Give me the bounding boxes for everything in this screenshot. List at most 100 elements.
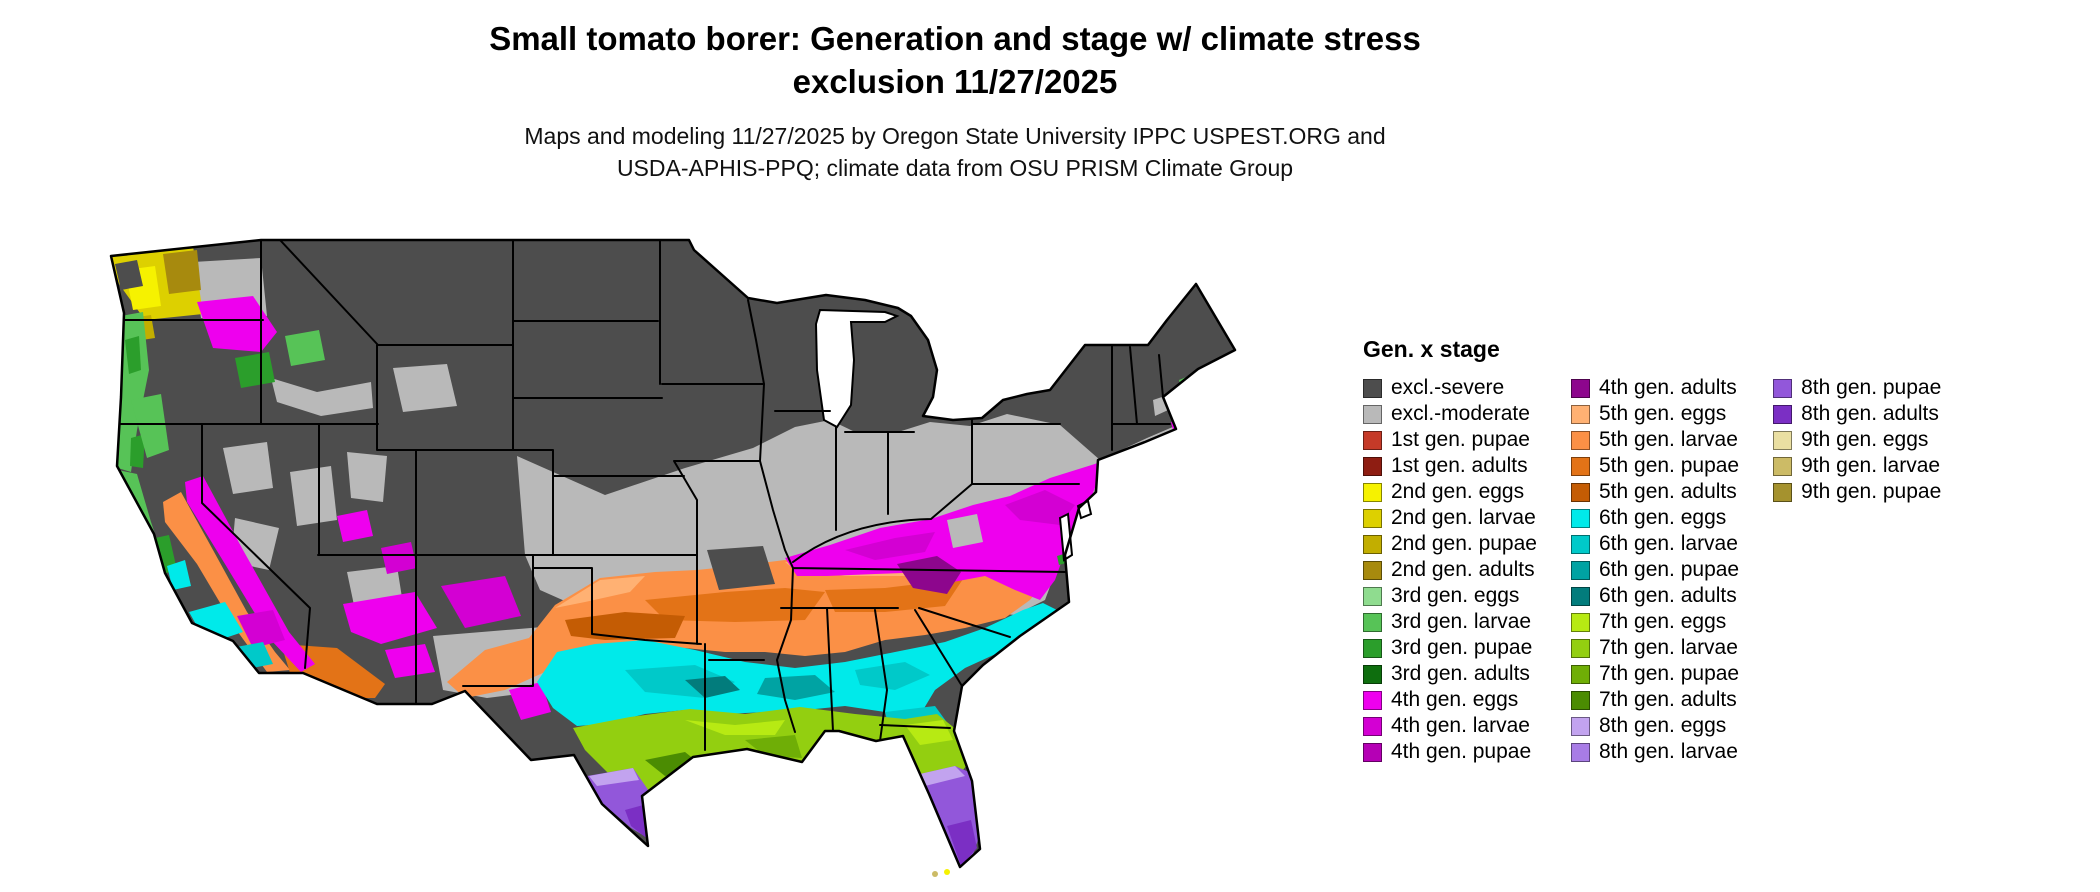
map-region-g8-adults xyxy=(947,820,977,866)
legend-swatch-g8-eggs xyxy=(1570,716,1590,736)
map-region-g7-eggs xyxy=(685,720,785,735)
legend-label-g1-adults: 1st gen. adults xyxy=(1391,454,1528,477)
legend-item-g4-adults: 4th gen. adults xyxy=(1570,375,1739,401)
legend-item-g3-larvae: 3rd gen. larvae xyxy=(1363,609,1537,635)
legend-swatch-g1-pupae xyxy=(1363,430,1382,450)
legend-item-g7-eggs: 7th gen. eggs xyxy=(1570,609,1739,635)
legend-title: Gen. x stage xyxy=(1363,336,1500,362)
legend-item-g7-larvae: 7th gen. larvae xyxy=(1570,635,1739,661)
legend-swatch-g3-adults xyxy=(1363,664,1382,684)
legend-swatch-g5-eggs xyxy=(1570,404,1590,424)
legend-label-g5-eggs: 5th gen. eggs xyxy=(1598,402,1727,425)
map-region-g3-pupae xyxy=(130,434,145,468)
legend-label-g5-adults: 5th gen. adults xyxy=(1598,480,1737,503)
legend-label-g2-eggs: 2nd gen. eggs xyxy=(1391,480,1525,503)
legend-swatch-g8-adults xyxy=(1773,404,1793,424)
map-region-excl-moderate xyxy=(290,466,337,526)
map-region-g4-larvae xyxy=(845,532,935,560)
legend-label-g7-larvae: 7th gen. larvae xyxy=(1598,636,1738,659)
legend-label-g2-pupae: 2nd gen. pupae xyxy=(1391,532,1537,555)
legend-label-g9-eggs: 9th gen. eggs xyxy=(1801,428,1929,451)
map-region-g6-pupae xyxy=(757,675,835,700)
us-outline xyxy=(109,238,1237,869)
legend-item-g9-eggs: 9th gen. eggs xyxy=(1773,427,1941,453)
map-region-g4-larvae xyxy=(441,576,521,628)
legend-label-g2-larvae: 2nd gen. larvae xyxy=(1391,506,1536,529)
legend-swatch-g8-larvae xyxy=(1570,742,1590,762)
legend-label-g8-pupae: 8th gen. pupae xyxy=(1801,376,1942,399)
map-region-g3-larvae xyxy=(118,312,149,472)
map-region-g4-eggs xyxy=(385,644,435,678)
map-region-g5-adults xyxy=(565,612,685,640)
legend-item-g2-adults: 2nd gen. adults xyxy=(1363,557,1537,583)
legend-label-g8-adults: 8th gen. adults xyxy=(1801,402,1939,425)
map-region-excl-moderate xyxy=(271,378,373,416)
legend-item-g7-pupae: 7th gen. pupae xyxy=(1570,661,1739,687)
legend-swatch-g2-eggs xyxy=(1363,482,1382,502)
legend-swatch-g4-adults xyxy=(1570,378,1590,398)
legend-item-g5-eggs: 5th gen. eggs xyxy=(1570,401,1739,427)
legend-swatch-g9-pupae xyxy=(1773,482,1793,502)
legend-item-g8-larvae: 8th gen. larvae xyxy=(1570,739,1739,765)
map-region-g5-eggs xyxy=(555,576,645,608)
legend-swatch-excl-severe xyxy=(1363,378,1382,398)
legend-label-g3-larvae: 3rd gen. larvae xyxy=(1391,610,1532,633)
map-region-g2-adults xyxy=(163,250,201,294)
legend-item-g4-larvae: 4th gen. larvae xyxy=(1363,713,1537,739)
legend-item-g9-pupae: 9th gen. pupae xyxy=(1773,479,1941,505)
legend-swatch-g7-larvae xyxy=(1570,638,1590,658)
legend-item-g1-pupae: 1st gen. pupae xyxy=(1363,427,1537,453)
legend-label-g3-pupae: 3rd gen. pupae xyxy=(1391,636,1533,659)
legend-swatch-g7-adults xyxy=(1570,690,1590,710)
legend-swatch-g6-eggs xyxy=(1570,508,1590,528)
legend-label-g4-eggs: 4th gen. eggs xyxy=(1391,688,1519,711)
legend-item-g9-larvae: 9th gen. larvae xyxy=(1773,453,1941,479)
legend-columns: excl.-severe excl.-moderate 1st gen. pupae… xyxy=(1363,375,1941,765)
legend-swatch-g3-eggs xyxy=(1363,586,1382,606)
legend-swatch-g4-pupae xyxy=(1363,742,1382,762)
legend-label-g9-larvae: 9th gen. larvae xyxy=(1801,454,1941,477)
legend-item-g8-adults: 8th gen. adults xyxy=(1773,401,1941,427)
legend-label-g4-pupae: 4th gen. pupae xyxy=(1391,740,1532,763)
legend-label-g5-larvae: 5th gen. larvae xyxy=(1598,428,1738,451)
legend-item-g6-pupae: 6th gen. pupae xyxy=(1570,557,1739,583)
legend-column-3: 8th gen. pupae 8th gen. adults 9th gen. eg… xyxy=(1773,375,1941,505)
map-subtitle: Maps and modeling 11/27/2025 by Oregon S… xyxy=(155,120,1755,184)
legend-label-g7-adults: 7th gen. adults xyxy=(1598,688,1737,711)
map-region-keys-dot-2 xyxy=(944,869,950,875)
map-title: Small tomato borer: Generation and stage… xyxy=(155,18,1755,104)
legend-label-g4-adults: 4th gen. adults xyxy=(1598,376,1737,399)
map-region-g3-pupae xyxy=(235,352,275,388)
legend-label-excl-severe: excl.-severe xyxy=(1391,376,1505,399)
legend-swatch-excl-moderate xyxy=(1363,404,1382,424)
legend-label-g3-eggs: 3rd gen. eggs xyxy=(1391,584,1520,607)
map-region-g6-adults xyxy=(685,676,740,698)
map-region-g3-larvae xyxy=(131,394,169,458)
legend-item-g4-eggs: 4th gen. eggs xyxy=(1363,687,1537,713)
legend-label-g8-eggs: 8th gen. eggs xyxy=(1598,714,1727,737)
legend-swatch-g4-larvae xyxy=(1363,716,1382,736)
legend-item-g3-adults: 3rd gen. adults xyxy=(1363,661,1537,687)
map-header: Small tomato borer: Generation and stage… xyxy=(155,18,1755,184)
map-region-g5-larvae xyxy=(163,492,290,672)
legend-item-g1-adults: 1st gen. adults xyxy=(1363,453,1537,479)
legend-item-excl-moderate: excl.-moderate xyxy=(1363,401,1537,427)
map-region-excl-severe xyxy=(707,546,775,590)
map-subtitle-line1: Maps and modeling 11/27/2025 by Oregon S… xyxy=(524,122,1386,149)
map-region-excl-moderate xyxy=(947,514,983,548)
map-region-g6-eggs xyxy=(167,560,191,590)
map-container xyxy=(85,220,1315,880)
legend-swatch-g2-pupae xyxy=(1363,534,1382,554)
legend-label-g8-larvae: 8th gen. larvae xyxy=(1598,740,1738,763)
state-borders xyxy=(120,240,1171,751)
map-region-g4-larvae xyxy=(1005,490,1075,525)
legend-item-g5-larvae: 5th gen. larvae xyxy=(1570,427,1739,453)
legend-swatch-g4-eggs xyxy=(1363,690,1382,710)
us-pest-map xyxy=(109,238,1237,877)
legend-item-g8-eggs: 8th gen. eggs xyxy=(1570,713,1739,739)
legend-label-g3-adults: 3rd gen. adults xyxy=(1391,662,1530,685)
legend-item-g2-eggs: 2nd gen. eggs xyxy=(1363,479,1537,505)
legend-label-g6-eggs: 6th gen. eggs xyxy=(1598,506,1727,529)
map-region-g3-pupae xyxy=(155,535,177,574)
map-region-g4-eggs xyxy=(343,592,437,644)
